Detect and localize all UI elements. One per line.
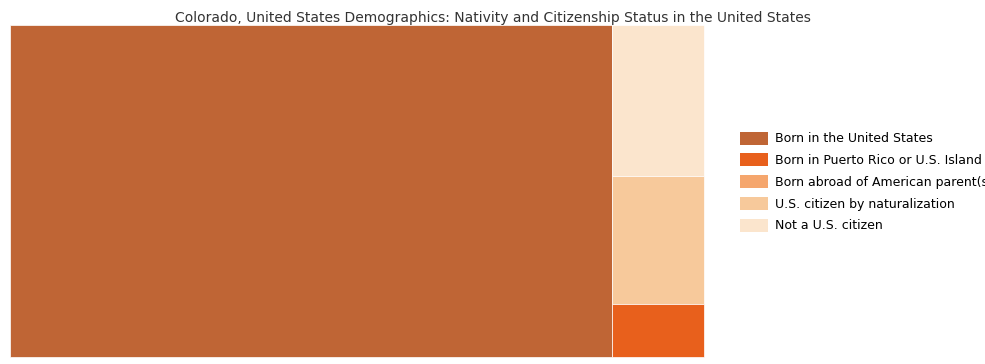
Bar xyxy=(612,176,704,304)
Bar xyxy=(10,25,612,357)
Bar xyxy=(612,304,704,357)
Bar xyxy=(612,25,704,176)
Text: Colorado, United States Demographics: Nativity and Citizenship Status in the Uni: Colorado, United States Demographics: Na… xyxy=(174,11,811,25)
Legend: Born in the United States, Born in Puerto Rico or U.S. Island Areas, Born abroad: Born in the United States, Born in Puert… xyxy=(740,132,985,232)
